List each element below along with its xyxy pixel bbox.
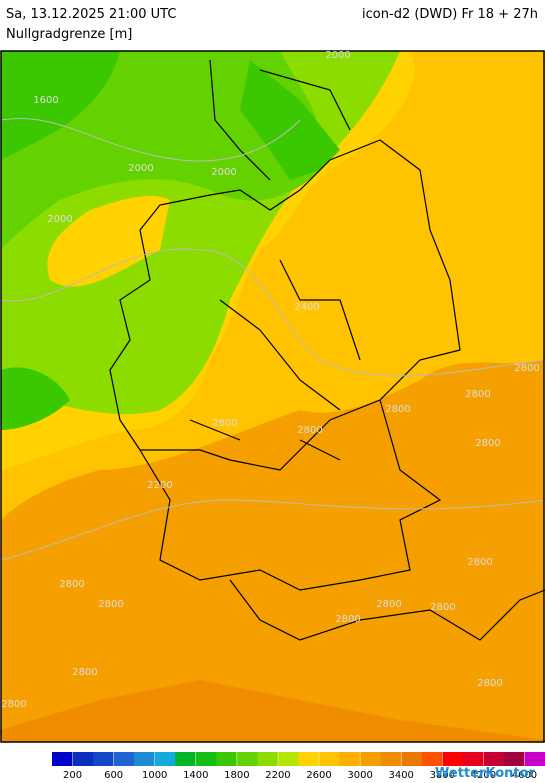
map: [0, 50, 545, 743]
colorbar-label: 3400: [388, 770, 413, 781]
colorbar-swatch: [175, 752, 197, 766]
contour-label: 2800: [514, 363, 539, 374]
colorbar-swatch: [277, 752, 299, 766]
colorbar-swatch: [483, 752, 505, 766]
contour-label: 2200: [147, 480, 172, 491]
colorbar-label: 2600: [306, 770, 331, 781]
contour-label: 2000: [211, 167, 236, 178]
colorbar-swatch: [72, 752, 94, 766]
colorbar-label: 1000: [142, 770, 167, 781]
model-run: icon-d2 (DWD) Fr 18 + 27h: [362, 7, 538, 22]
colorbar-swatch: [319, 752, 341, 766]
contour-label: 2800: [1, 699, 26, 710]
colorbar-swatch: [195, 752, 217, 766]
colorbar-label: 200: [63, 770, 82, 781]
contour-label: 2800: [212, 418, 237, 429]
colorbar-label: 1400: [183, 770, 208, 781]
colorbar-label: 1800: [224, 770, 249, 781]
contour-label: 2000: [325, 50, 350, 61]
colorbar-label: 2200: [265, 770, 290, 781]
contour-label: 2400: [294, 302, 319, 313]
colorbar-swatch: [524, 752, 545, 766]
colorbar-swatch: [380, 752, 402, 766]
contour-label: 2800: [467, 557, 492, 568]
colorbar-swatch: [462, 752, 484, 766]
colorbar-swatch: [216, 752, 238, 766]
contour-label: 2000: [47, 214, 72, 225]
colorbar-swatch: [52, 752, 74, 766]
colorbar-label: 4200: [471, 770, 496, 781]
contour-label: 2800: [385, 404, 410, 415]
contour-label: 1600: [33, 95, 58, 106]
colorbar-swatch: [93, 752, 115, 766]
colorbar-swatch: [442, 752, 464, 766]
datetime: Sa, 13.12.2025 21:00 UTC: [6, 7, 176, 22]
contour-label: 2800: [335, 614, 360, 625]
colorbar-swatch: [236, 752, 258, 766]
contour-label: 2000: [128, 163, 153, 174]
colorbar-swatch: [339, 752, 361, 766]
contour-label: 2800: [72, 667, 97, 678]
colorbar-swatch: [421, 752, 443, 766]
contour-label: 2800: [376, 599, 401, 610]
contour-label: 2800: [475, 438, 500, 449]
logo: WetterKontor: [435, 766, 536, 781]
colorbar-swatch: [257, 752, 279, 766]
colorbar-swatch: [360, 752, 382, 766]
parameter: Nullgradgrenze [m]: [6, 27, 132, 42]
colorbar-swatch: [503, 752, 525, 766]
colorbar-label: 4600: [512, 770, 537, 781]
colorbar-swatch: [134, 752, 156, 766]
contour-label: 2800: [477, 678, 502, 689]
colorbar-swatch: [298, 752, 320, 766]
contour-label: 2800: [98, 599, 123, 610]
colorbar-label: 600: [104, 770, 123, 781]
contour-label: 2800: [59, 579, 84, 590]
colorbar-label: 3000: [347, 770, 372, 781]
colorbar-swatch: [113, 752, 135, 766]
contour-label: 2800: [430, 602, 455, 613]
colorbar-label: 3800: [430, 770, 455, 781]
contour-label: 2800: [297, 425, 322, 436]
colorbar-swatch: [401, 752, 423, 766]
colorbar-swatch: [154, 752, 176, 766]
contour-label: 2800: [465, 389, 490, 400]
